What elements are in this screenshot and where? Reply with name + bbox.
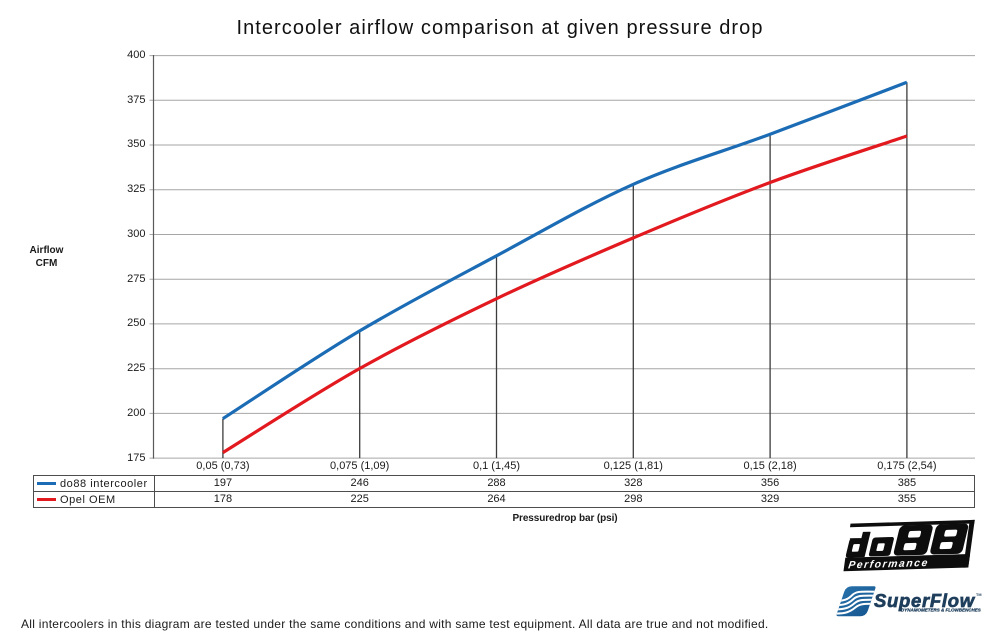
svg-text:DYNAMOMETERS & FLOWBENCHES: DYNAMOMETERS & FLOWBENCHES [901, 608, 981, 613]
svg-text:Performance: Performance [847, 557, 929, 571]
svg-text:SuperFlow: SuperFlow [874, 590, 976, 611]
svg-text:TM: TM [976, 593, 981, 597]
